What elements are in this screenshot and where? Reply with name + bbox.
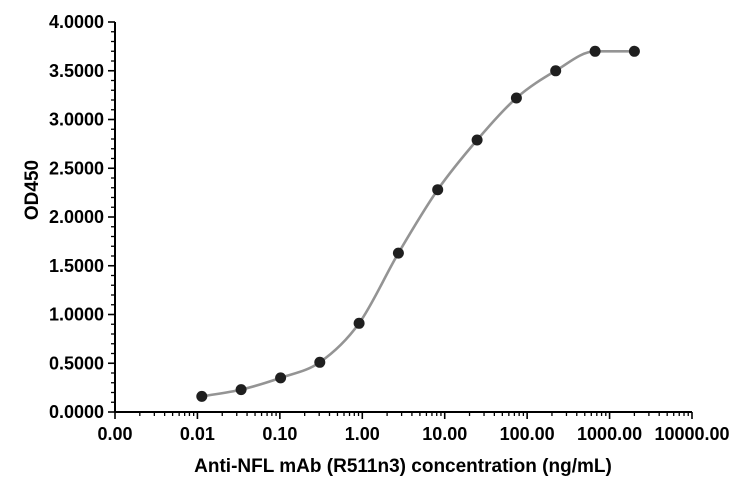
data-point bbox=[196, 390, 208, 402]
data-point bbox=[275, 372, 287, 384]
data-point bbox=[314, 356, 326, 368]
fit-curve-layer bbox=[200, 49, 636, 398]
x-tick-label: 100.00 bbox=[500, 424, 555, 444]
x-axis-title: Anti-NFL mAb (R511n3) concentration (ng/… bbox=[194, 456, 612, 477]
y-tick-label: 2.5000 bbox=[49, 158, 104, 178]
fit-curve bbox=[200, 49, 636, 398]
data-point bbox=[432, 184, 444, 196]
y-tick-label: 3.0000 bbox=[49, 110, 104, 130]
axes-layer bbox=[114, 22, 692, 413]
ticks-layer bbox=[108, 21, 693, 419]
x-tick-label: 1.00 bbox=[345, 424, 380, 444]
y-tick-label: 4.0000 bbox=[49, 12, 104, 32]
data-point bbox=[589, 45, 601, 57]
x-tick-label: 0.01 bbox=[180, 424, 215, 444]
data-point bbox=[235, 384, 247, 396]
data-point bbox=[392, 247, 404, 259]
data-point bbox=[510, 92, 522, 104]
x-tick-label: 1000.00 bbox=[577, 424, 642, 444]
y-tick-label: 1.0000 bbox=[49, 305, 104, 325]
y-tick-label: 0.0000 bbox=[49, 402, 104, 422]
x-tick-label: 0.10 bbox=[262, 424, 297, 444]
y-tick-label: 1.5000 bbox=[49, 256, 104, 276]
y-tick-label: 3.5000 bbox=[49, 61, 104, 81]
tick-labels-layer: 0.0000 0.5000 1.0000 1.5000 2.0000 2.5000 3.00… bbox=[49, 12, 730, 444]
x-tick-label: 0.00 bbox=[97, 424, 132, 444]
x-tick-label: 10.00 bbox=[422, 424, 467, 444]
data-point bbox=[353, 317, 365, 329]
x-tick-label: 10000.00 bbox=[654, 424, 729, 444]
data-point bbox=[550, 65, 562, 77]
data-point bbox=[628, 45, 640, 57]
data-point bbox=[471, 134, 483, 146]
y-tick-label: 2.0000 bbox=[49, 207, 104, 227]
y-axis-title: OD450 bbox=[22, 160, 43, 220]
y-tick-label: 0.5000 bbox=[49, 353, 104, 373]
data-points-layer bbox=[196, 45, 640, 402]
